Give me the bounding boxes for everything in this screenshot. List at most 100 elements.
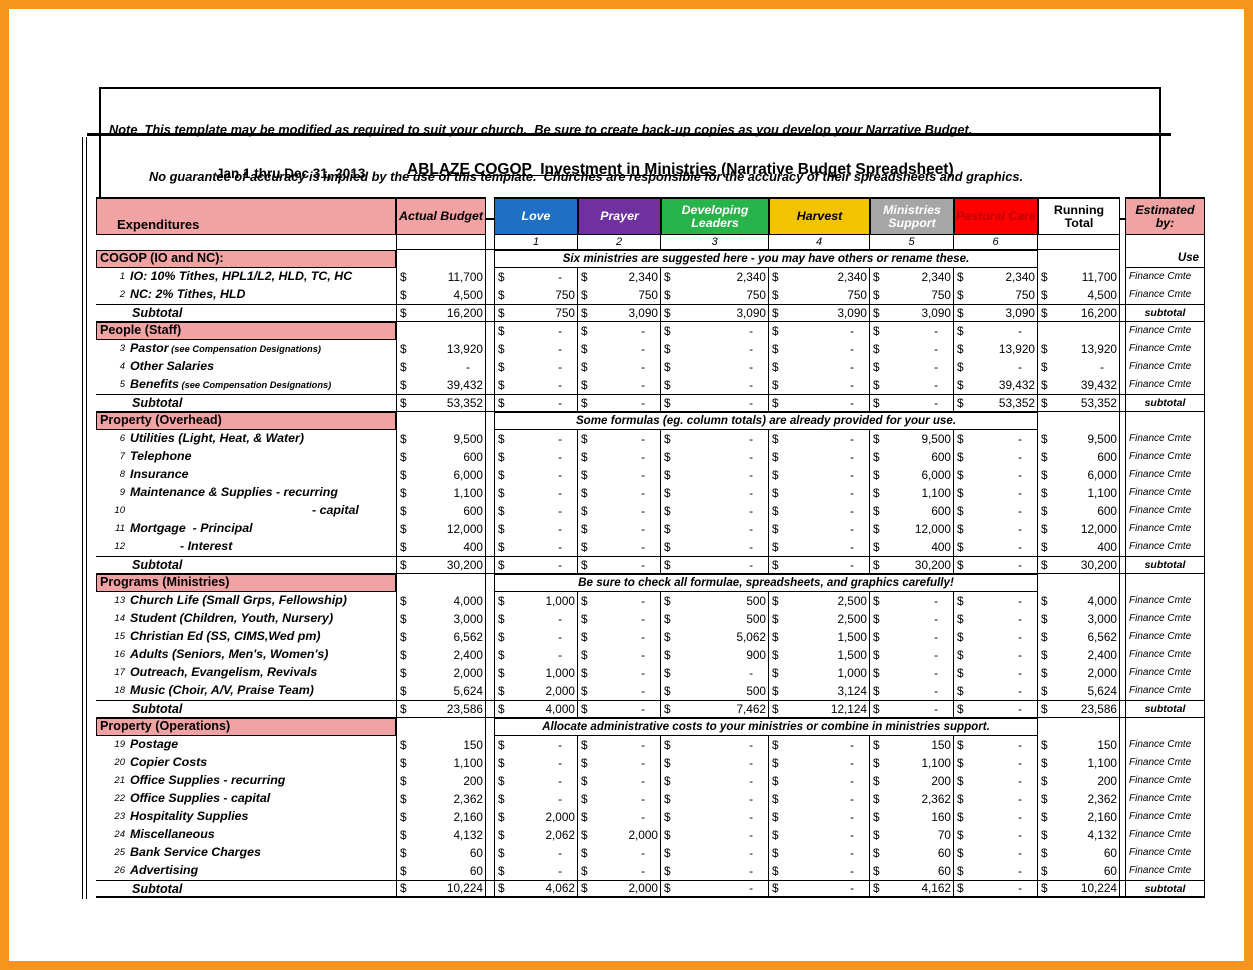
value-cell: $750 bbox=[494, 304, 578, 322]
cell-value: - bbox=[850, 521, 854, 536]
value-cell: $ - bbox=[494, 502, 578, 520]
row-number: 10 bbox=[114, 505, 125, 516]
cell-value: - bbox=[641, 683, 645, 698]
estimated-by-cell: Finance Cmte bbox=[1125, 520, 1205, 538]
cell-value: - bbox=[749, 449, 753, 464]
currency-symbol: $ bbox=[957, 593, 964, 608]
value-cell: $ - bbox=[494, 772, 578, 790]
currency-symbol: $ bbox=[664, 431, 671, 446]
table-row: 7 Telephone $600 $ - $ - $ - $ - $600 $ - $600 Finance … bbox=[96, 448, 1205, 466]
section-note: Six ministries are suggested here - you … bbox=[494, 250, 1038, 268]
currency-symbol: $ bbox=[400, 341, 407, 356]
value-cell: $ - bbox=[578, 772, 661, 790]
cell-value: - bbox=[850, 503, 854, 518]
expense-label-note: (see Compensation Designations) bbox=[178, 380, 332, 390]
cell-value: - bbox=[641, 377, 645, 392]
cell-value: - bbox=[850, 755, 854, 770]
value-cell: $ - bbox=[578, 808, 661, 826]
section-title: People (Staff) bbox=[96, 322, 396, 340]
currency-symbol: $ bbox=[581, 467, 588, 482]
cell-value: - bbox=[749, 395, 753, 410]
cell-value: - bbox=[850, 827, 854, 842]
cell-value: - bbox=[850, 557, 854, 572]
value-cell: $12,124 bbox=[769, 700, 870, 718]
value-cell: $2,362 bbox=[396, 790, 486, 808]
currency-symbol: $ bbox=[664, 593, 671, 608]
currency-symbol: $ bbox=[400, 737, 407, 752]
value-cell: $11,700 bbox=[396, 268, 486, 286]
value-cell: $ - bbox=[494, 628, 578, 646]
currency-symbol: $ bbox=[957, 647, 964, 662]
cell-value: 60 bbox=[469, 845, 483, 860]
expense-label: Postage bbox=[128, 736, 396, 754]
currency-symbol: $ bbox=[498, 359, 505, 374]
cell-value: - bbox=[850, 485, 854, 500]
value-cell bbox=[396, 574, 486, 592]
currency-symbol: $ bbox=[498, 863, 505, 878]
currency-symbol: $ bbox=[498, 773, 505, 788]
currency-symbol: $ bbox=[1041, 845, 1048, 860]
currency-symbol: $ bbox=[498, 827, 505, 842]
value-cell: $150 bbox=[396, 736, 486, 754]
column-gap bbox=[1120, 700, 1125, 718]
cell-value: 2,160 bbox=[1087, 809, 1117, 824]
value-cell: $750 bbox=[769, 286, 870, 304]
currency-symbol: $ bbox=[772, 827, 779, 842]
cell-value: 600 bbox=[1097, 503, 1117, 518]
estimated-by-cell: Finance Cmte bbox=[1125, 286, 1205, 304]
row-number: 24 bbox=[114, 829, 125, 840]
currency-symbol: $ bbox=[498, 377, 505, 392]
column-gap bbox=[486, 808, 494, 826]
currency-symbol: $ bbox=[498, 269, 505, 284]
cell-value: 39,432 bbox=[998, 377, 1035, 392]
currency-symbol: $ bbox=[772, 647, 779, 662]
currency-symbol: $ bbox=[772, 737, 779, 752]
ministry-header-love: Love bbox=[494, 197, 578, 235]
currency-symbol: $ bbox=[581, 593, 588, 608]
cell-value: 1,100 bbox=[1087, 755, 1117, 770]
estimated-by-cell: Finance Cmte bbox=[1125, 268, 1205, 286]
cell-value: 5,624 bbox=[453, 683, 483, 698]
currency-symbol: $ bbox=[1041, 269, 1048, 284]
blank-cell bbox=[1125, 235, 1205, 250]
cell-value: 9,500 bbox=[1087, 431, 1117, 446]
cell-value: 3,090 bbox=[628, 305, 658, 320]
value-cell: $ - bbox=[954, 808, 1038, 826]
currency-symbol: $ bbox=[873, 431, 880, 446]
expense-label-text: Pastor bbox=[130, 341, 169, 355]
currency-symbol: $ bbox=[664, 755, 671, 770]
currency-symbol: $ bbox=[664, 863, 671, 878]
currency-symbol: $ bbox=[772, 395, 779, 410]
currency-symbol: $ bbox=[873, 521, 880, 536]
estimated-by-cell: Finance Cmte bbox=[1125, 358, 1205, 376]
value-cell: $2,000 bbox=[396, 664, 486, 682]
currency-symbol: $ bbox=[664, 467, 671, 482]
currency-symbol: $ bbox=[498, 449, 505, 464]
table-row: 16 Adults (Seniors, Men's, Women's) $2,400… bbox=[96, 646, 1205, 664]
cell-value: - bbox=[749, 377, 753, 392]
currency-symbol: $ bbox=[400, 845, 407, 860]
value-cell: $ - bbox=[661, 466, 769, 484]
expense-label: Advertising bbox=[128, 862, 396, 880]
cell-value: - bbox=[749, 809, 753, 824]
cell-value: 60 bbox=[937, 863, 951, 878]
value-cell: $200 bbox=[396, 772, 486, 790]
cell-value: 1,000 bbox=[545, 665, 575, 680]
currency-symbol: $ bbox=[772, 521, 779, 536]
currency-symbol: $ bbox=[400, 881, 407, 895]
row-number: 22 bbox=[114, 793, 125, 804]
cell-value: - bbox=[641, 629, 645, 644]
value-cell: $ - bbox=[954, 322, 1038, 340]
currency-symbol: $ bbox=[1041, 827, 1048, 842]
value-cell: $1,100 bbox=[870, 484, 954, 502]
cell-value: - bbox=[558, 845, 562, 860]
value-cell: $30,200 bbox=[396, 556, 486, 574]
value-cell: $ - bbox=[769, 322, 870, 340]
column-gap bbox=[486, 286, 494, 304]
value-cell: $ - bbox=[494, 844, 578, 862]
value-cell: $500 bbox=[661, 682, 769, 700]
value-cell: $ - bbox=[494, 430, 578, 448]
value-cell: $3,090 bbox=[769, 304, 870, 322]
cell-value: 2,340 bbox=[736, 269, 766, 284]
currency-symbol: $ bbox=[957, 791, 964, 806]
